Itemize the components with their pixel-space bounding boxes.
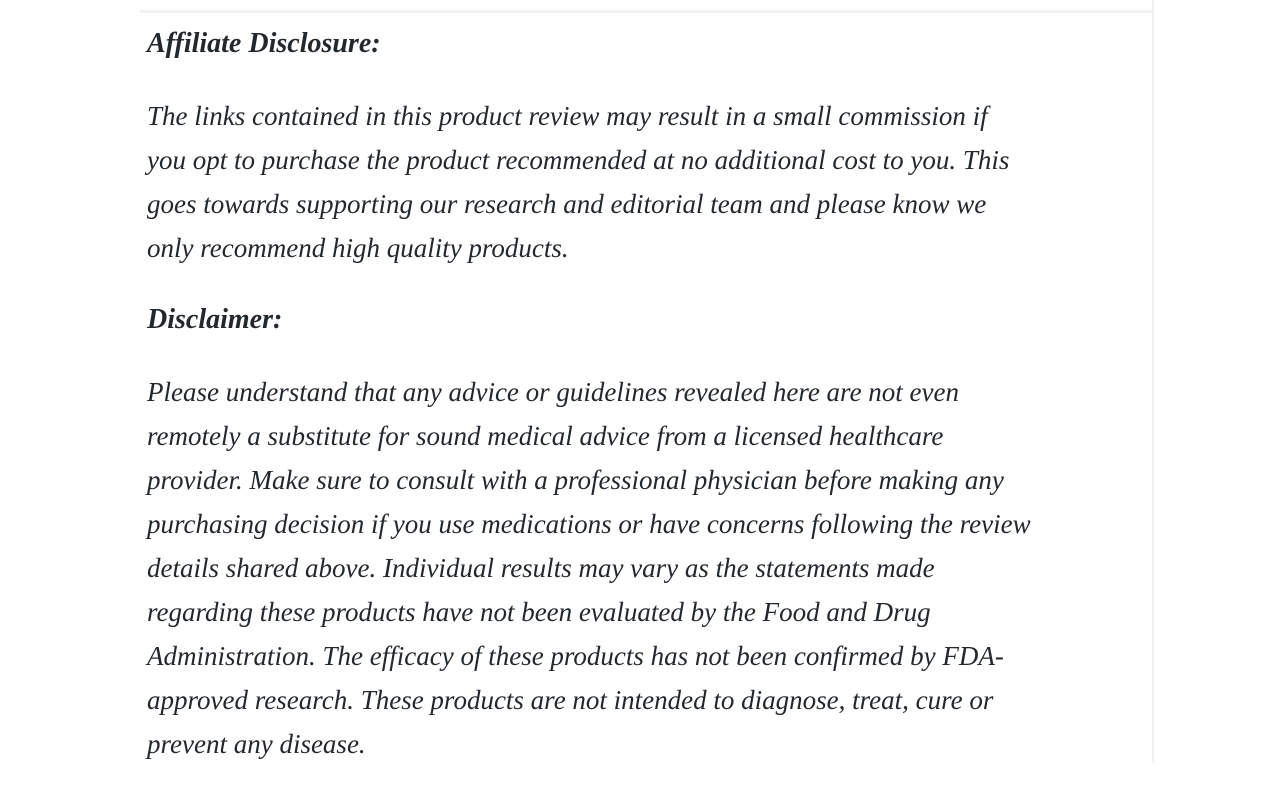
disclaimer-text: Please understand that any advice or gui… <box>147 377 1031 759</box>
content-right-divider <box>1152 0 1154 763</box>
affiliate-disclosure-section: Affiliate Disclosure: The links containe… <box>147 22 1207 270</box>
disclaimer-heading: Disclaimer: <box>147 304 283 335</box>
content-top-divider <box>140 10 1153 13</box>
disclaimer-section: Disclaimer: Please understand that any a… <box>147 298 1207 766</box>
affiliate-disclosure-text: The links contained in this product revi… <box>147 101 1010 263</box>
affiliate-disclosure-heading: Affiliate Disclosure: <box>147 28 381 59</box>
article-text-column: Affiliate Disclosure: The links containe… <box>147 22 1207 794</box>
